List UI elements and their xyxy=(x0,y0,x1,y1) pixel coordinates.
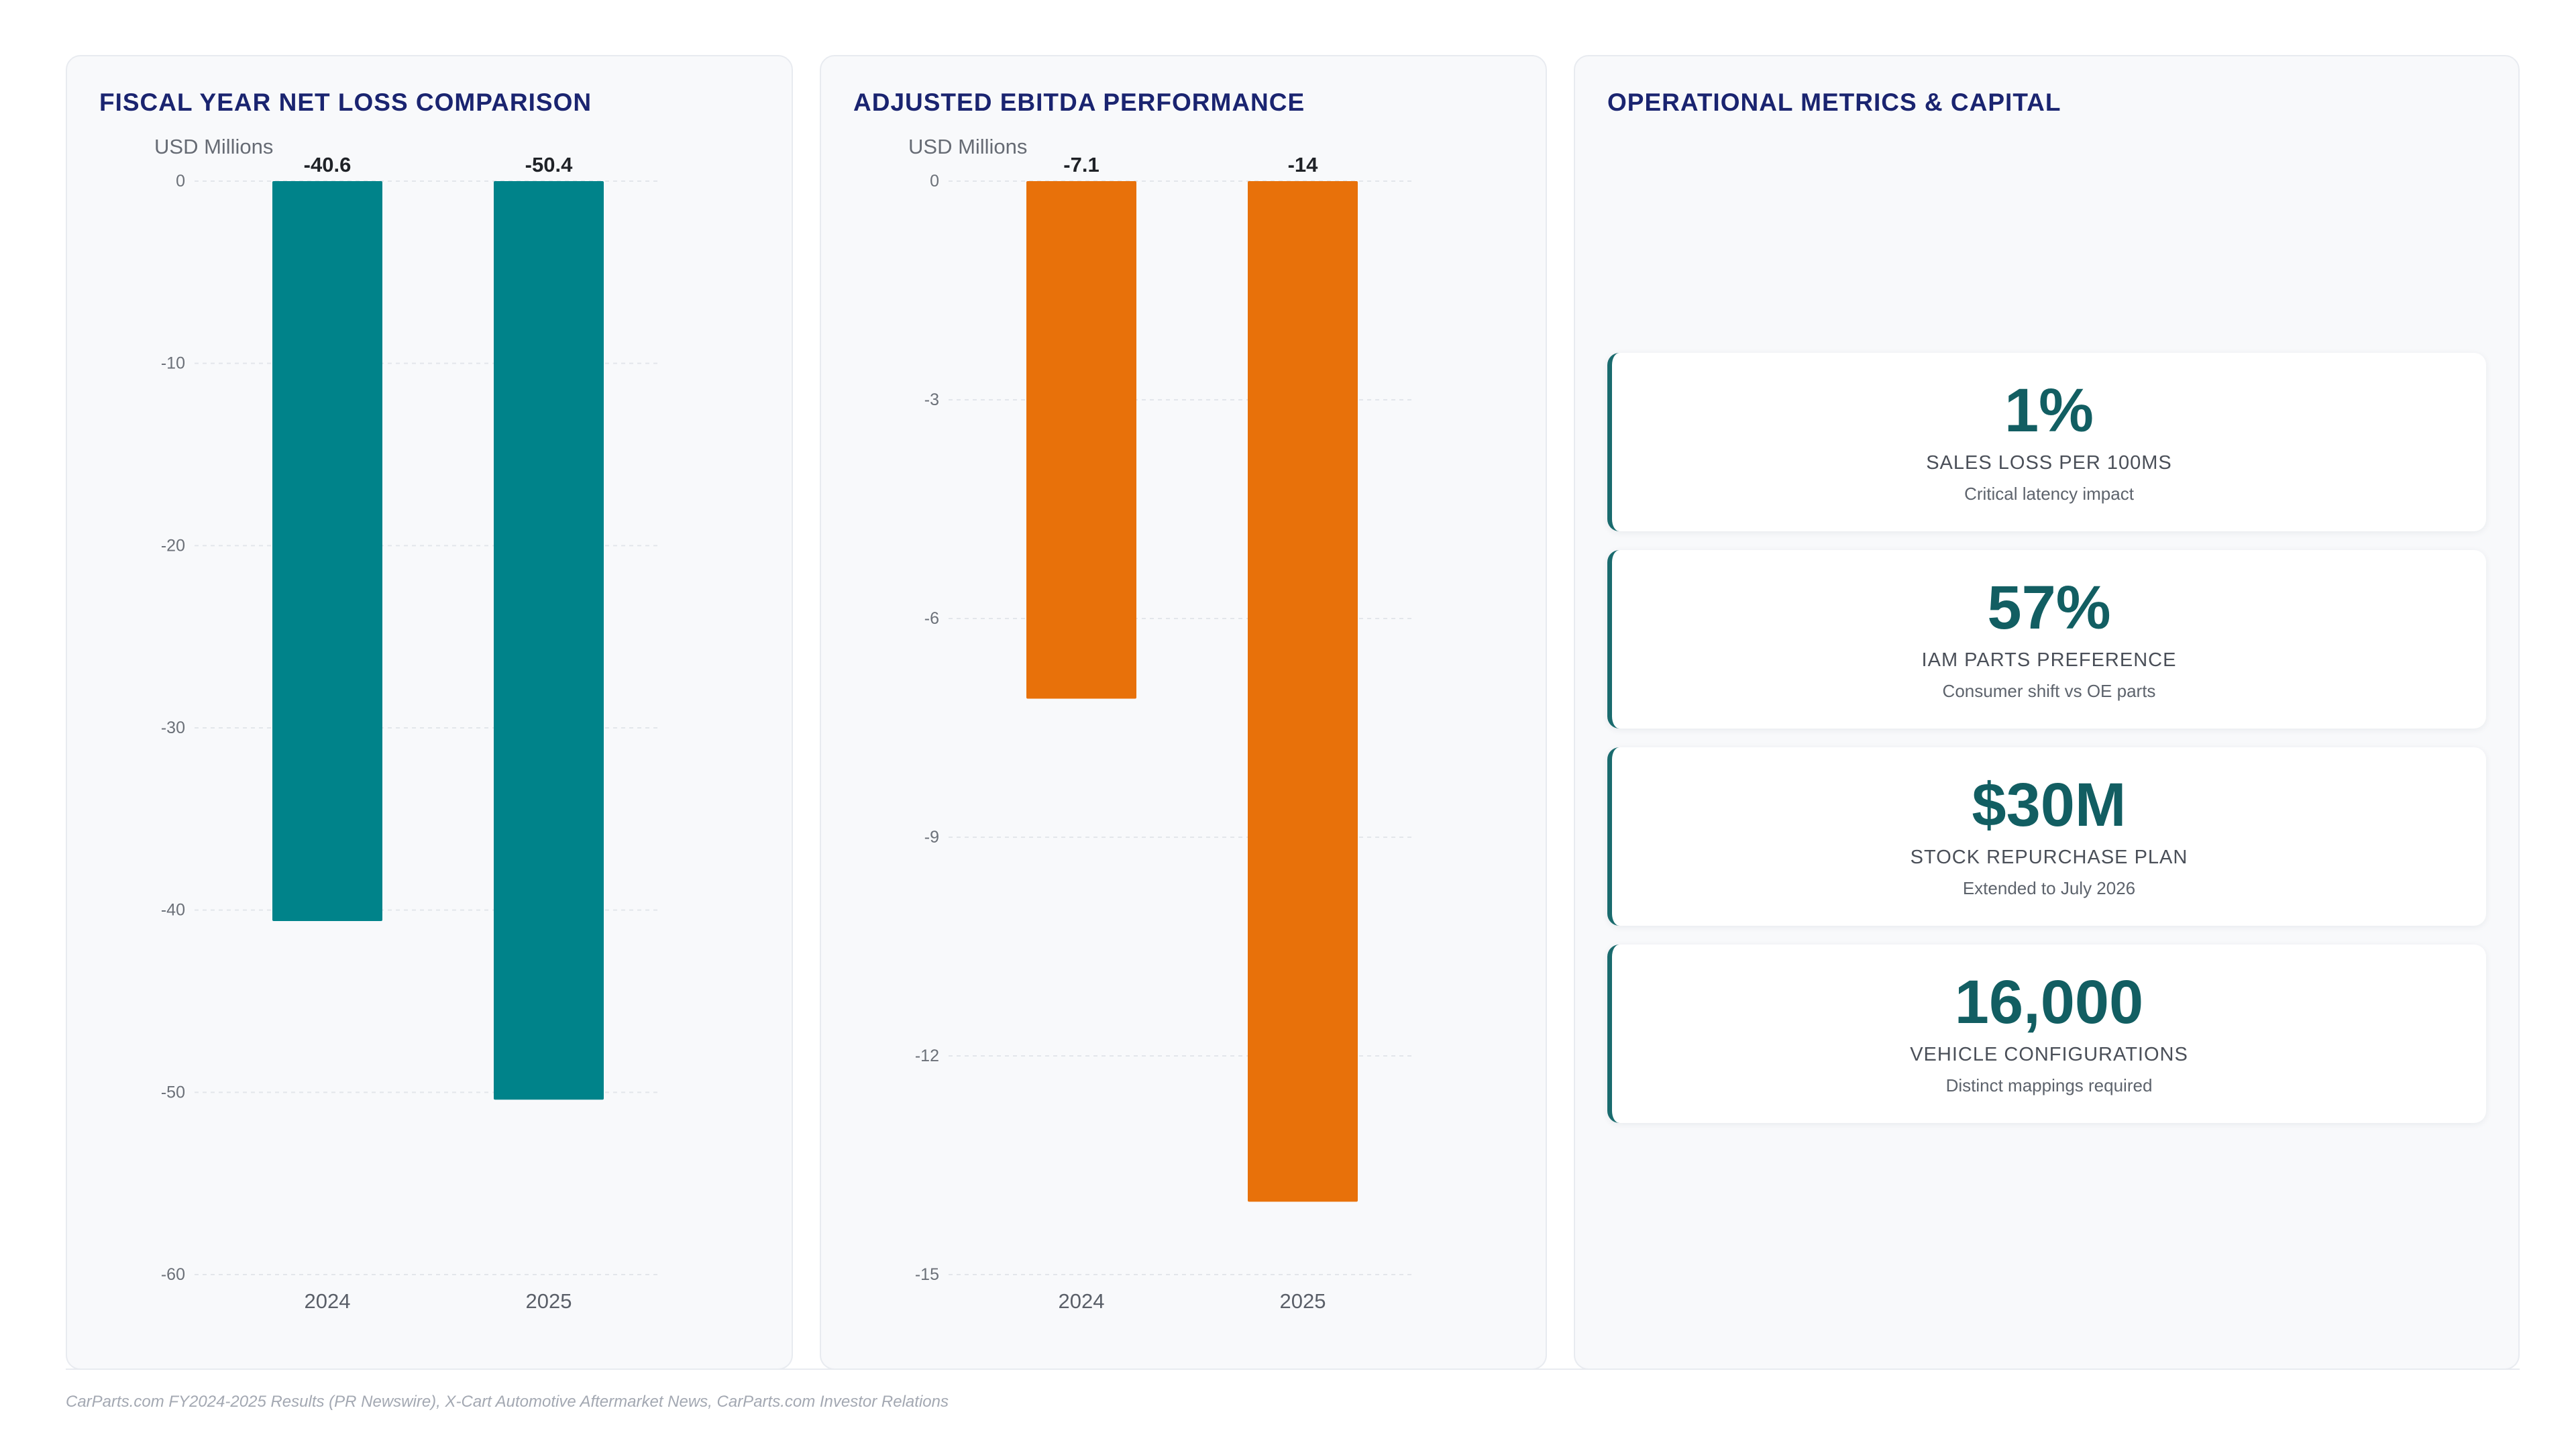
metric-subtext: Extended to July 2026 xyxy=(1962,878,2136,898)
y-axis-label: USD Millions xyxy=(908,135,1027,158)
y-tick-label: -15 xyxy=(915,1265,939,1284)
metric-card-vehicle-configurations: 16,000 VEHICLE CONFIGURATIONS Distinct m… xyxy=(1607,945,2486,1123)
y-tick-label: -3 xyxy=(924,390,939,409)
metric-value: 1% xyxy=(2004,376,2094,445)
y-axis-label: USD Millions xyxy=(154,135,273,158)
footer-divider xyxy=(66,1368,2520,1370)
x-tick-label: 2024 xyxy=(1059,1289,1105,1313)
metric-subtext: Critical latency impact xyxy=(1964,484,2134,504)
source-citation: CarParts.com FY2024-2025 Results (PR New… xyxy=(66,1393,949,1411)
x-tick-label: 2024 xyxy=(305,1289,351,1313)
operational-metrics-panel: OPERATIONAL METRICS & CAPITAL 1% SALES L… xyxy=(1574,55,2520,1370)
y-tick-label: 0 xyxy=(176,172,185,191)
metric-card-iam-preference: 57% IAM PARTS PREFERENCE Consumer shift … xyxy=(1607,550,2486,729)
y-tick-label: -60 xyxy=(161,1265,185,1284)
y-tick-label: 0 xyxy=(930,172,939,191)
data-label: -14 xyxy=(1288,153,1319,176)
y-tick-label: -12 xyxy=(915,1046,939,1065)
ebitda-chart: USD Millions 0 -3 -6 -9 -12 -15 -7.1 2024 -14 2025 xyxy=(908,135,1413,1313)
bar-2024 xyxy=(272,181,382,921)
bar-2025 xyxy=(1248,181,1358,1202)
ebitda-title: ADJUSTED EBITDA PERFORMANCE xyxy=(853,89,1305,116)
metric-label: VEHICLE CONFIGURATIONS xyxy=(1910,1044,2188,1065)
metric-value: 16,000 xyxy=(1954,968,2144,1036)
y-tick-label: -50 xyxy=(161,1083,185,1102)
x-tick-label: 2025 xyxy=(1280,1289,1326,1313)
metric-card-sales-loss: 1% SALES LOSS PER 100MS Critical latency… xyxy=(1607,353,2486,531)
metric-value: 57% xyxy=(1987,574,2111,642)
y-tick-label: -20 xyxy=(161,536,185,555)
y-tick-label: -30 xyxy=(161,718,185,737)
y-tick-label: -40 xyxy=(161,901,185,920)
net-loss-title: FISCAL YEAR NET LOSS COMPARISON xyxy=(99,89,592,116)
metric-label: STOCK REPURCHASE PLAN xyxy=(1910,847,2188,868)
y-tick-label: -9 xyxy=(924,828,939,847)
metric-subtext: Consumer shift vs OE parts xyxy=(1942,681,2156,701)
data-label: -50.4 xyxy=(525,153,573,176)
metric-label: IAM PARTS PREFERENCE xyxy=(1921,649,2177,671)
metric-subtext: Distinct mappings required xyxy=(1945,1075,2153,1095)
metric-label: SALES LOSS PER 100MS xyxy=(1926,452,2172,474)
metric-card-list: 1% SALES LOSS PER 100MS Critical latency… xyxy=(1607,353,2486,1142)
metric-value: $30M xyxy=(1972,771,2127,839)
y-tick-label: -10 xyxy=(161,354,185,373)
net-loss-panel: FISCAL YEAR NET LOSS COMPARISON USD Mill… xyxy=(66,55,793,1370)
bar-2024 xyxy=(1026,181,1136,699)
data-label: -40.6 xyxy=(304,153,352,176)
bar-2025 xyxy=(494,181,604,1100)
y-tick-label: -6 xyxy=(924,609,939,628)
x-tick-label: 2025 xyxy=(526,1289,572,1313)
ebitda-panel: ADJUSTED EBITDA PERFORMANCE USD Millions… xyxy=(820,55,1547,1370)
operational-metrics-title: OPERATIONAL METRICS & CAPITAL xyxy=(1607,89,2061,116)
net-loss-chart: USD Millions 0 -10 -20 -30 -40 -50 -60 -40.6 2024… xyxy=(154,135,659,1313)
metric-card-stock-repurchase: $30M STOCK REPURCHASE PLAN Extended to J… xyxy=(1607,747,2486,926)
data-label: -7.1 xyxy=(1063,153,1099,176)
